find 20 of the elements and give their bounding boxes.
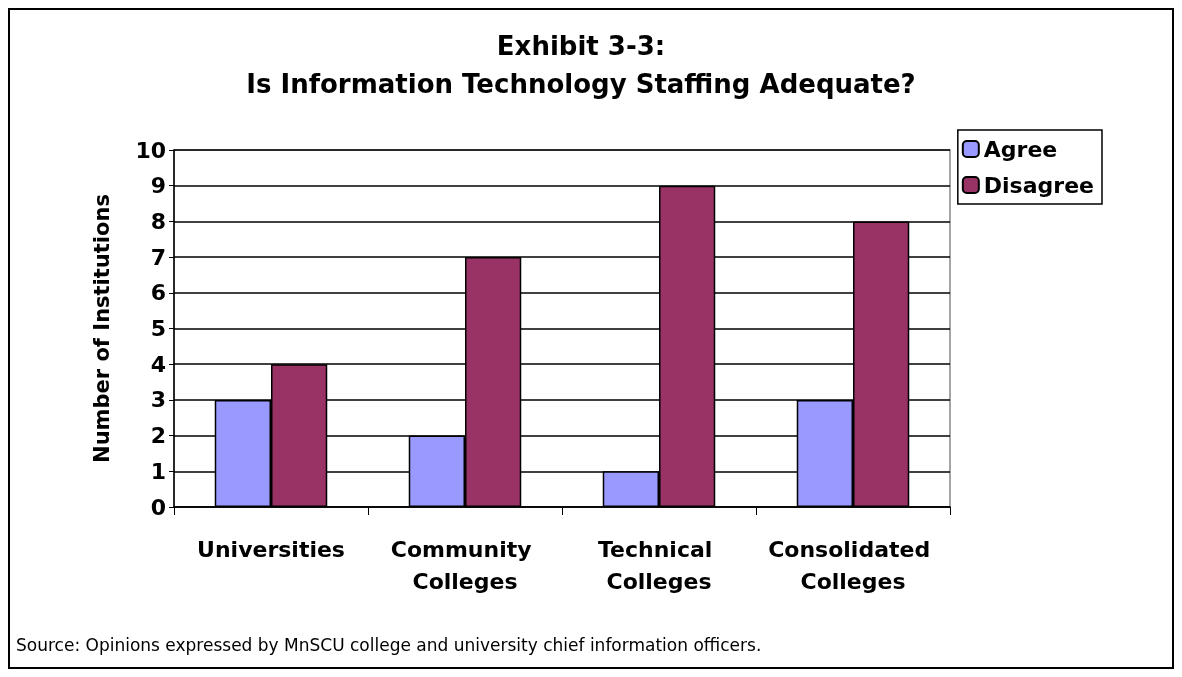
y-axis-title: Number of Institutions xyxy=(89,194,114,463)
x-tick-label: Technical Colleges xyxy=(598,536,720,594)
y-tick-label: 1 xyxy=(150,458,166,484)
y-tick-label: 8 xyxy=(150,208,166,234)
x-tick-label: Consolidated Colleges xyxy=(768,536,938,594)
y-tick-label: 7 xyxy=(150,244,166,270)
y-tick-label: 4 xyxy=(150,351,166,377)
x-tick-label: Community Colleges xyxy=(390,536,540,594)
y-tick-label: 10 xyxy=(135,137,166,163)
y-tick-label: 2 xyxy=(150,423,166,449)
chart-title: Exhibit 3-3: Is Information Technology Staffing Adequate? xyxy=(246,31,916,99)
y-tick-label: 3 xyxy=(150,387,166,413)
legend-label: Agree xyxy=(983,136,1058,162)
source-note: Source: Opinions expressed by MnSCU college and university chief information officers. xyxy=(16,634,762,655)
x-tick-label: Universities xyxy=(197,536,345,562)
y-tick-label: 0 xyxy=(150,494,166,520)
y-tick-label: 9 xyxy=(150,173,166,199)
legend-label: Disagree xyxy=(983,172,1094,198)
y-tick-label: 6 xyxy=(150,280,166,306)
y-tick-label: 5 xyxy=(150,316,166,341)
